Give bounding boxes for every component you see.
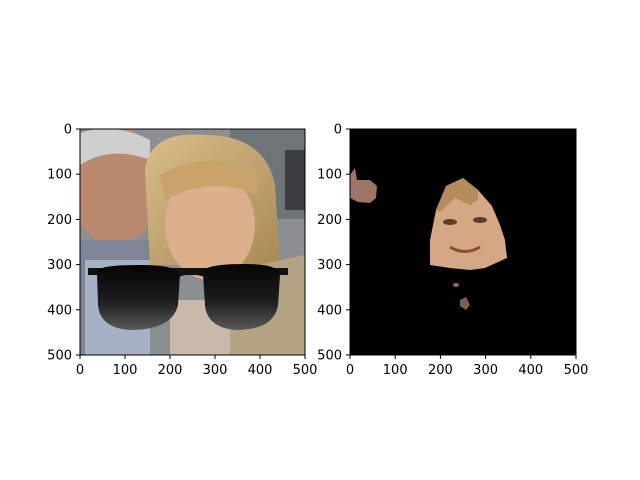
left-ytick-label: 400 <box>47 303 72 318</box>
right-ytick-label: 0 <box>334 123 342 138</box>
right-axes-frame <box>349 128 577 356</box>
left-xtick-label: 400 <box>248 363 273 378</box>
right-ytick-label: 200 <box>317 213 342 228</box>
right-xtick-label: 300 <box>473 363 498 378</box>
left-ytick-label: 300 <box>47 258 72 273</box>
left-xtick-label: 200 <box>158 363 183 378</box>
right-ytick-label: 500 <box>317 349 342 364</box>
left-ytick-label: 200 <box>47 213 72 228</box>
left-xtick-label: 100 <box>113 363 138 378</box>
left-xtick-label: 300 <box>203 363 228 378</box>
left-ytick-label: 500 <box>47 349 72 364</box>
left-axes-frame <box>79 128 306 356</box>
right-xtick-label: 100 <box>383 363 408 378</box>
right-image <box>350 129 576 355</box>
left-xtick-label: 0 <box>76 363 84 378</box>
left-xtick-label: 500 <box>293 363 318 378</box>
right-ytick-label: 100 <box>317 168 342 183</box>
right-xtick-label: 200 <box>428 363 453 378</box>
left-ytick-label: 100 <box>47 168 72 183</box>
right-ytick-label: 400 <box>317 303 342 318</box>
right-xtick-label: 500 <box>564 363 589 378</box>
tick-layer: 0 100 200 300 400 500 0 100 200 300 400 500 0 100 200 3… <box>47 123 588 379</box>
right-xtick-label: 400 <box>518 363 543 378</box>
right-ytick-label: 300 <box>317 258 342 273</box>
left-ytick-label: 0 <box>64 123 72 138</box>
sunglasses-overlay <box>88 264 288 330</box>
right-xtick-label: 0 <box>346 363 354 378</box>
